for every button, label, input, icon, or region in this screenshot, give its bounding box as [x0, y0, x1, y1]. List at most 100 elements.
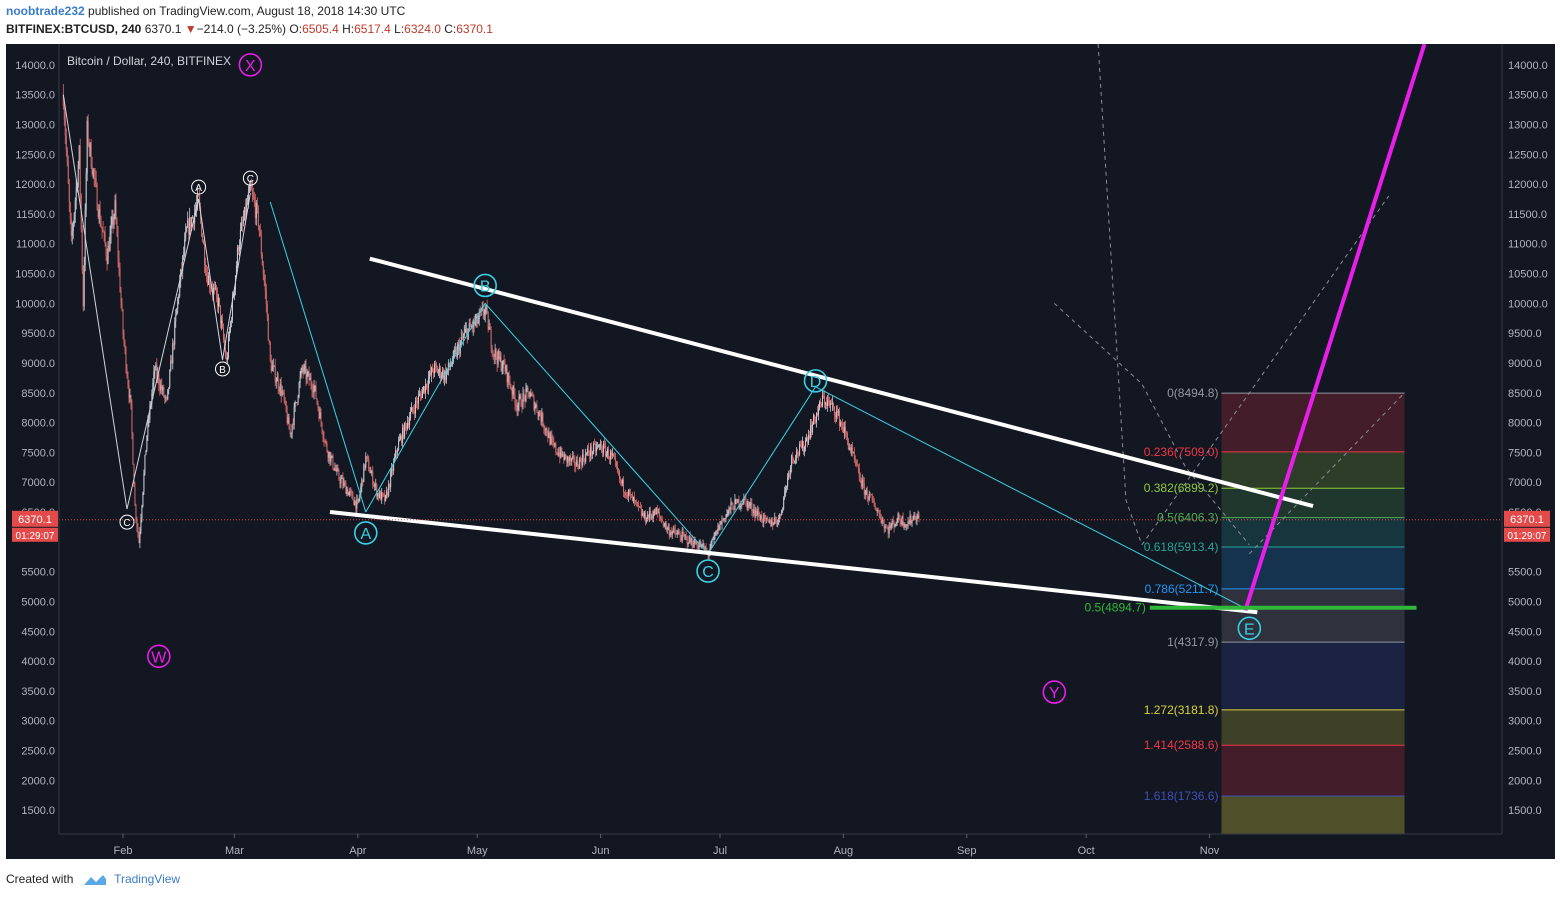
lower-trendline: [329, 510, 1258, 615]
candle-body: [517, 404, 519, 411]
candle-body: [104, 232, 106, 244]
candle-body: [439, 367, 441, 379]
candle-body: [446, 369, 448, 372]
fib-band: [1221, 488, 1405, 518]
price-chart[interactable]: 0(8494.8) 0.236(7509.0) 0.382(6899.2) 0.5(6…: [6, 44, 1555, 859]
candle-body: [745, 498, 747, 502]
y-tick-label-left: 9000.0: [21, 358, 55, 370]
tradingview-link[interactable]: TradingView: [114, 872, 181, 886]
candle-body: [593, 443, 595, 452]
candle-body: [145, 450, 147, 456]
candle-body: [518, 396, 520, 405]
candle-body: [62, 94, 64, 107]
candle-body: [374, 485, 376, 486]
candle-body: [696, 543, 698, 548]
candle-body: [667, 527, 669, 529]
candle-body: [139, 531, 141, 543]
candle-body: [227, 336, 229, 357]
wave-label-circle: [696, 559, 720, 583]
candle-body: [93, 169, 95, 178]
candle-body: [847, 440, 849, 449]
candle-body: [529, 396, 531, 398]
wave-label: Y: [1049, 685, 1060, 702]
candle-body: [297, 396, 299, 403]
candle-body: [548, 432, 550, 438]
candle-body: [497, 350, 499, 365]
candle-body: [507, 373, 509, 383]
candle-body: [569, 456, 571, 462]
candle-body: [907, 521, 909, 527]
y-tick-label-left: 13000.0: [15, 119, 55, 131]
candle-body: [652, 515, 654, 519]
candle-body: [850, 447, 852, 451]
candle-body: [876, 510, 878, 512]
candle-body: [332, 455, 334, 469]
candle-body: [528, 391, 530, 397]
candle-body: [231, 296, 233, 320]
candle-body: [256, 203, 258, 208]
target-label: 0.5(4894.7): [1084, 601, 1145, 615]
candle-body: [577, 460, 579, 467]
candle-body: [313, 386, 315, 393]
candle-body: [368, 459, 370, 471]
candle-body: [721, 519, 723, 525]
candle-body: [762, 521, 764, 523]
candle-body: [589, 453, 591, 456]
candle-body: [654, 509, 656, 515]
candle-body: [691, 538, 693, 546]
candle-body: [262, 264, 264, 275]
candle-body: [485, 306, 487, 308]
candle-body: [179, 281, 181, 296]
candle-body: [568, 457, 570, 462]
candle-body: [316, 398, 318, 403]
candle-body: [391, 468, 393, 473]
candle-body: [478, 311, 480, 320]
candle-body: [765, 515, 767, 520]
candle-body: [424, 383, 426, 393]
candle-body: [393, 461, 395, 471]
x-tick-label: Feb: [114, 845, 133, 857]
candle-body: [165, 397, 167, 398]
candle-body: [813, 414, 815, 425]
candle-body: [101, 226, 103, 230]
candle-body: [877, 510, 879, 512]
candle-body: [271, 366, 273, 371]
candle-body: [483, 314, 485, 316]
candle-body: [609, 458, 611, 460]
candle-body: [410, 411, 412, 419]
fib-level-label: 1.414(2588.6): [1144, 738, 1219, 752]
candle-body: [174, 321, 176, 345]
candle-body: [385, 494, 387, 501]
candle-body: [280, 383, 282, 396]
candle-body: [222, 327, 224, 340]
candle-body: [203, 240, 205, 245]
candle-body: [546, 428, 548, 435]
candle-body: [406, 424, 408, 429]
candle-body: [891, 521, 893, 526]
candle-body: [871, 495, 873, 501]
candle-body: [109, 234, 111, 252]
y-tick-label-left: 10000.0: [15, 298, 55, 310]
candle-body: [494, 349, 496, 357]
candle-body: [257, 207, 259, 226]
candle-body: [662, 521, 664, 527]
candle-body: [334, 468, 336, 471]
candle-body: [441, 370, 443, 377]
candle-body: [394, 457, 396, 462]
low-label: L:: [394, 22, 405, 36]
candle-body: [731, 502, 733, 505]
candle-body: [426, 387, 428, 389]
candle-body: [830, 403, 832, 405]
candle-body: [300, 368, 302, 377]
y-tick-label-right: 12500.0: [1508, 149, 1548, 161]
candle-body: [356, 499, 358, 509]
candle-body: [319, 412, 321, 419]
candle-body: [261, 254, 263, 265]
candle-body: [360, 487, 362, 495]
candle-body: [755, 510, 757, 517]
candle-body: [574, 457, 576, 466]
candle-body: [713, 535, 715, 540]
candle-body: [822, 395, 824, 397]
candle-body: [634, 500, 636, 502]
author-link[interactable]: noobtrade232: [6, 4, 85, 18]
